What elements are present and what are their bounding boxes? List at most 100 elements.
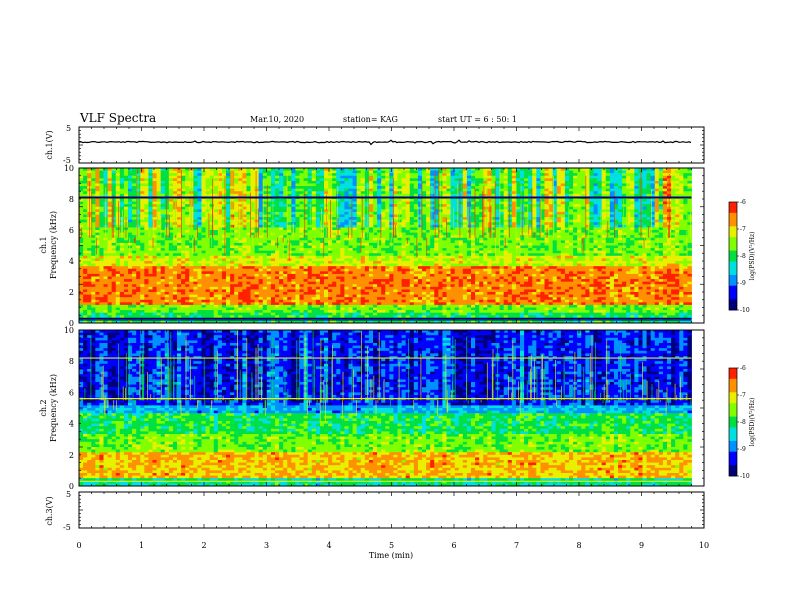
spectrogram-cell [123,191,129,195]
spectrogram-cell [630,222,635,226]
spectrogram-cell [393,170,398,174]
spectrogram-cell [503,204,509,208]
spectrogram-cell [569,242,574,246]
spectrogram-cell [205,173,211,177]
spectrogram-cell [511,230,517,233]
spectrogram-cell [368,217,374,221]
spectrogram-cell [148,237,153,241]
spectrogram-cell [564,224,570,228]
spectrogram-cell [160,235,166,239]
spectrogram-cell [254,224,260,228]
spectrogram-cell [597,180,603,184]
spectrogram-cell [687,222,692,226]
spectrogram-cell [160,245,166,249]
spectrogram-cell [336,217,341,221]
spectrogram-cell [430,199,435,202]
spectrogram-cell [270,248,276,252]
spectrogram-cell [536,230,541,233]
spectrogram-cell [181,211,186,215]
spectrogram-cell [364,201,370,205]
spectrogram-cell [605,204,611,208]
spectrogram-cell [258,235,264,239]
spectrogram-cell [581,230,586,233]
spectrogram-cell [348,180,353,184]
spectrogram-cell [544,191,549,195]
spectrogram-cell [217,214,223,218]
spectrogram-cell [128,222,133,226]
spectrogram-cell [426,240,431,244]
spectrogram-cell [442,242,447,246]
spectrogram-cell [295,214,300,218]
spectrogram-cell [295,232,300,236]
spectrogram-cell [226,175,231,179]
spectrogram-cell [499,206,505,210]
spectrogram-cell [368,240,374,244]
spectrogram-cell [646,199,652,202]
spectrogram-cell [613,206,619,210]
spectrogram-cell [589,248,594,252]
spectrogram-cell [197,211,202,215]
spectrogram-cell [336,175,341,179]
spectrogram-cell [201,201,206,205]
spectrogram-cell [564,193,570,197]
spectrogram-cell [397,201,402,205]
spectrogram-cell [132,248,137,252]
spectrogram-cell [675,222,680,226]
spectrogram-cell [115,183,121,187]
spectrogram-cell [360,227,366,231]
spectrogram-cell [405,219,411,223]
spectrogram-cell [683,206,688,210]
spectrogram-cell [352,219,358,223]
spectrogram-cell [115,206,121,210]
spectrogram-cell [389,173,394,177]
spectrogram-cell [609,219,615,223]
spectrogram-cell [405,232,411,236]
spectrogram-cell [381,245,386,249]
spectrogram-cell [626,183,631,187]
spectrogram-cell [291,168,296,171]
spectrogram-cell [667,245,672,249]
spectrogram-cell [507,175,513,179]
spectrogram-cell [622,180,627,184]
spectrogram-cell [544,240,549,244]
spectrogram-cell [160,168,166,171]
spectrogram-cell [303,242,309,246]
spectrogram-cell [675,227,680,231]
spectrogram-cell [373,240,378,244]
spectrogram-cell [119,193,125,197]
spectrogram-cell [511,242,517,246]
spectrogram-cell [279,230,284,233]
spectrogram-cell [483,178,488,182]
spectrogram-cell [242,193,247,197]
spectrogram-cell [397,204,402,208]
spectrogram-cell [536,217,541,221]
spectrogram-cell [307,199,313,202]
spectrogram-cell [156,204,162,208]
spectrogram-cell [332,235,337,239]
spectrogram-cell [532,240,537,244]
spectrogram-cell [140,201,145,205]
spectrogram-cell [613,209,619,213]
spectrogram-cell [107,245,113,249]
spectrogram-cell [291,193,296,197]
spectrogram-cell [177,180,182,184]
spectrogram-cell [609,245,615,249]
spectrogram-cell [246,230,251,233]
spectrogram-cell [483,193,488,197]
spectrogram-cell [185,186,190,190]
spectrogram-cell [332,240,337,244]
spectrogram-cell [201,209,206,213]
spectrogram-cell [507,173,513,177]
spectrogram-cell [99,248,104,252]
spectrogram-cell [311,201,317,205]
spectrogram-cell [79,191,84,195]
spectrogram-cell [658,188,664,192]
spectrogram-cell [340,201,345,205]
spectrogram-cell [266,224,272,228]
spectrogram-cell [658,227,664,231]
spectrogram-cell [638,168,643,171]
spectrogram-cell [613,191,619,195]
spectrogram-cell [577,204,582,208]
spectrogram-cell [397,173,402,177]
spectrogram-cell [168,211,174,215]
